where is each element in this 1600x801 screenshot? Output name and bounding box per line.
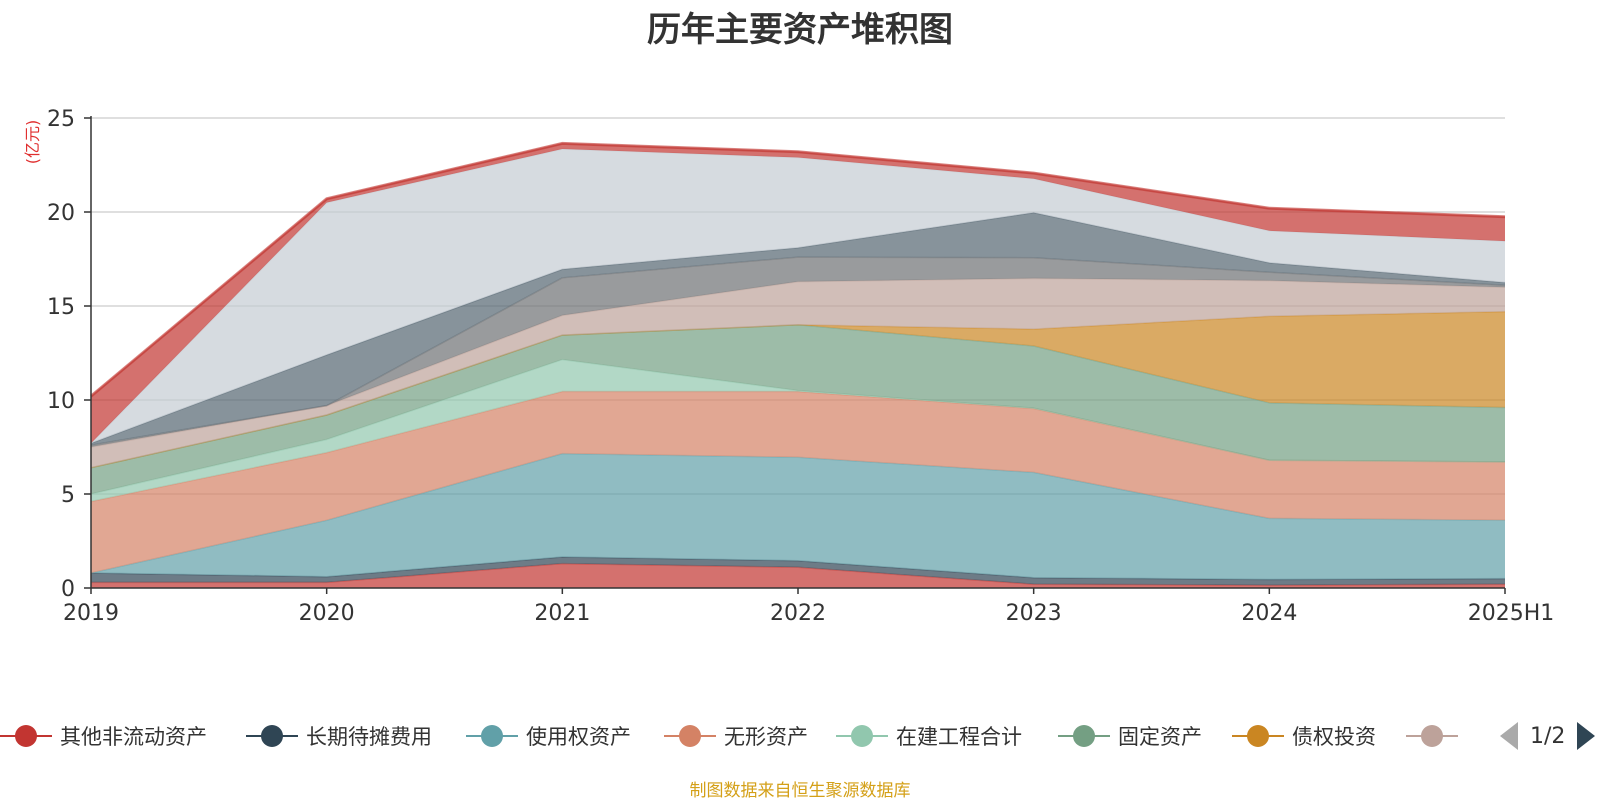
area-series-11 <box>91 149 1505 444</box>
legend-item[interactable]: 在建工程合计 <box>836 716 1022 756</box>
legend-item[interactable]: 使用权资产 <box>466 716 631 756</box>
chart-legend: 其他非流动资产 长期待摊费用 使用权资产 无形资产 在建工程合计 固定资产 债权投资 <box>0 716 1600 756</box>
legend-marker-icon <box>246 716 298 756</box>
legend-item[interactable]: 其他非流动资产 <box>0 716 207 756</box>
legend-marker-icon <box>0 716 52 756</box>
legend-item[interactable]: 固定资产 <box>1058 716 1202 756</box>
total-outline <box>90 141 1506 398</box>
area-series-3 <box>91 453 1505 580</box>
x-tick-label: 2019 <box>63 601 119 626</box>
legend-page-indicator: 1/2 <box>1530 723 1566 749</box>
x-tick-label: 2024 <box>1241 601 1297 626</box>
stacked-area-chart: 0 5 10 15 20 25 2019 2020 2021 2022 2023 2024 2025H1… <box>23 107 1555 626</box>
y-tick-label: 25 <box>47 107 75 132</box>
legend-marker-icon <box>664 716 716 756</box>
y-tick-label: 15 <box>47 295 75 320</box>
y-tick-label: 20 <box>47 201 75 226</box>
y-tick-label: 5 <box>61 483 75 508</box>
legend-marker-icon <box>1058 716 1110 756</box>
legend-label: 在建工程合计 <box>896 725 1022 749</box>
x-tick-label: 2020 <box>299 601 355 626</box>
legend-label: 固定资产 <box>1118 725 1202 749</box>
legend-item[interactable] <box>1406 716 1458 756</box>
y-axis-unit-label: (亿元) <box>23 120 42 165</box>
legend-item[interactable]: 长期待摊费用 <box>246 716 432 756</box>
legend-label: 长期待摊费用 <box>306 725 432 749</box>
x-tick-label: 2022 <box>770 601 826 626</box>
legend-marker-icon <box>1406 716 1458 756</box>
source-note: 制图数据来自恒生聚源数据库 <box>689 781 911 801</box>
area-series-8 <box>91 278 1505 468</box>
area-series-4 <box>91 391 1505 573</box>
x-tick-label: 2021 <box>534 601 590 626</box>
y-tick-label: 10 <box>47 389 75 414</box>
area-series-6 <box>91 324 1505 494</box>
y-tick-label: 0 <box>61 577 75 602</box>
chart-title: 历年主要资产堆积图 <box>647 10 953 50</box>
legend-item[interactable]: 债权投资 <box>1232 716 1376 756</box>
legend-label: 无形资产 <box>724 725 808 749</box>
x-tick-label: 2023 <box>1006 601 1062 626</box>
area-series-7 <box>91 311 1505 468</box>
legend-label: 其他非流动资产 <box>60 725 207 749</box>
legend-prev-page-button[interactable] <box>1500 722 1518 750</box>
legend-marker-icon <box>466 716 518 756</box>
legend-marker-icon <box>836 716 888 756</box>
area-series-1 <box>91 563 1505 588</box>
x-tick-label: 2025H1 <box>1468 601 1555 626</box>
legend-next-page-button[interactable] <box>1577 722 1596 750</box>
legend-item[interactable]: 无形资产 <box>664 716 808 756</box>
area-series-5 <box>91 359 1505 502</box>
legend-marker-icon <box>1232 716 1284 756</box>
legend-label: 使用权资产 <box>526 725 631 749</box>
area-series-2 <box>91 557 1505 586</box>
legend-label: 债权投资 <box>1292 725 1376 749</box>
legend-pager: 1/2 <box>1500 716 1596 756</box>
